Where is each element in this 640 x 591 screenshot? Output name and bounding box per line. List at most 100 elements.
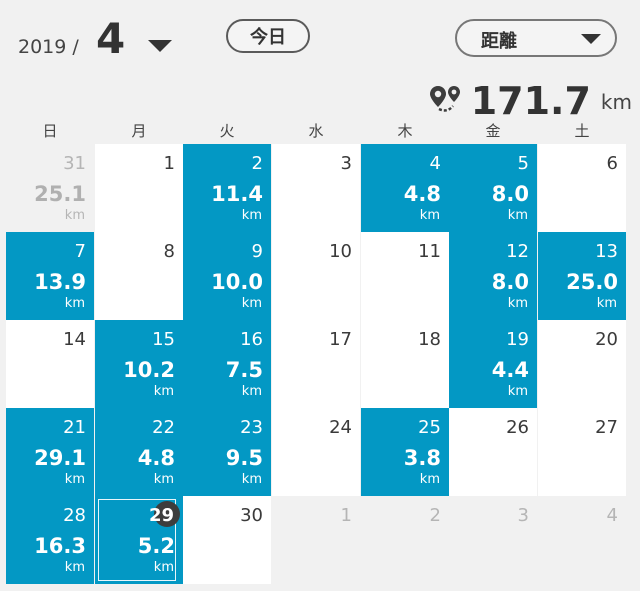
calendar-day-cell[interactable]: 3: [272, 144, 360, 232]
day-distance: 10.2: [123, 358, 175, 382]
day-number: 4: [606, 505, 618, 526]
calendar-day-cell[interactable]: 17: [272, 320, 360, 408]
calendar-day-cell[interactable]: 4 4.8 km: [361, 144, 449, 232]
month-dropdown-icon[interactable]: [148, 40, 172, 52]
calendar-day-cell[interactable]: 18: [361, 320, 449, 408]
weekday-label: 水: [308, 122, 324, 140]
metric-select-value: 距離: [481, 31, 517, 52]
calendar-day-cell[interactable]: 1: [272, 496, 360, 584]
calendar-day-cell[interactable]: 3: [449, 496, 537, 584]
month-label[interactable]: 4: [96, 14, 126, 63]
calendar-day-cell[interactable]: 26: [449, 408, 537, 496]
calendar-day-cell-today[interactable]: 29 5.2 km: [95, 496, 183, 584]
calendar-day-cell[interactable]: 15 10.2 km: [95, 320, 183, 408]
calendar-day-cell[interactable]: 8: [95, 232, 183, 320]
day-distance-unit: km: [241, 472, 262, 487]
day-distance-unit: km: [596, 296, 617, 311]
day-number: 1: [340, 505, 352, 526]
day-number: 12: [506, 241, 529, 262]
calendar-day-cell[interactable]: 9 10.0 km: [183, 232, 271, 320]
calendar-day-cell[interactable]: 14: [6, 320, 94, 408]
day-number: 13: [595, 241, 618, 262]
calendar-day-cell[interactable]: 13 25.0 km: [538, 232, 626, 320]
calendar-day-cell[interactable]: 7 13.9 km: [6, 232, 94, 320]
calendar-day-cell[interactable]: 19 4.4 km: [449, 320, 537, 408]
calendar-day-cell[interactable]: 25 3.8 km: [361, 408, 449, 496]
calendar-day-cell[interactable]: 23 9.5 km: [183, 408, 271, 496]
day-distance-unit: km: [507, 384, 528, 399]
day-distance: 5.2: [137, 534, 175, 558]
calendar-day-cell[interactable]: 30: [183, 496, 271, 584]
day-distance: 8.0: [491, 270, 529, 294]
chevron-down-icon: [581, 34, 601, 44]
total-distance-value: 171.7: [470, 79, 591, 123]
day-distance: 8.0: [491, 182, 529, 206]
weekday-label: 火: [219, 122, 235, 140]
calendar-day-cell[interactable]: 21 29.1 km: [6, 408, 94, 496]
day-number: 3: [340, 153, 352, 174]
day-number: 28: [63, 505, 86, 526]
calendar-day-cell[interactable]: 4: [538, 496, 626, 584]
calendar-day-cell[interactable]: 2: [361, 496, 449, 584]
day-distance-unit: km: [507, 296, 528, 311]
weekday-label: 月: [131, 122, 147, 140]
day-number: 4: [429, 153, 441, 174]
calendar-day-cell[interactable]: 24: [272, 408, 360, 496]
calendar-day-cell[interactable]: 16 7.5 km: [183, 320, 271, 408]
day-distance-unit: km: [419, 208, 440, 223]
calendar-day-cell[interactable]: 12 8.0 km: [449, 232, 537, 320]
day-distance: 7.5: [225, 358, 263, 382]
day-distance-unit: km: [64, 296, 85, 311]
calendar-day-cell[interactable]: 22 4.8 km: [95, 408, 183, 496]
day-distance-unit: km: [64, 208, 85, 223]
day-number: 3: [517, 505, 529, 526]
weekday-header: 日月火水木金土: [0, 118, 640, 144]
day-distance: 4.8: [403, 182, 441, 206]
weekday-label: 日: [42, 122, 58, 140]
total-distance: 171.7 km: [429, 78, 632, 122]
day-number: 7: [74, 241, 86, 262]
today-outline: [98, 499, 176, 581]
calendar-day-cell[interactable]: 11: [361, 232, 449, 320]
calendar-day-cell[interactable]: 6: [538, 144, 626, 232]
calendar-day-cell[interactable]: 27: [538, 408, 626, 496]
day-distance-unit: km: [507, 208, 528, 223]
calendar-day-cell[interactable]: 28 16.3 km: [6, 496, 94, 584]
day-distance-unit: km: [153, 472, 174, 487]
day-number: 2: [429, 505, 441, 526]
day-number: 29: [148, 505, 174, 526]
calendar-day-cell[interactable]: 1: [95, 144, 183, 232]
day-number: 10: [329, 241, 352, 262]
calendar-day-cell[interactable]: 5 8.0 km: [449, 144, 537, 232]
calendar-day-cell[interactable]: 10: [272, 232, 360, 320]
day-number: 2: [251, 153, 263, 174]
route-icon: [429, 86, 460, 112]
day-number: 8: [163, 241, 175, 262]
day-number: 26: [506, 417, 529, 438]
day-number: 25: [418, 417, 441, 438]
day-distance: 13.9: [34, 270, 86, 294]
day-number: 27: [595, 417, 618, 438]
day-number: 6: [606, 153, 618, 174]
day-distance-unit: km: [153, 560, 174, 575]
day-distance: 29.1: [34, 446, 86, 470]
day-number: 20: [595, 329, 618, 350]
day-distance: 25.1: [34, 182, 86, 206]
weekday-label: 土: [574, 122, 590, 140]
today-button[interactable]: 今日: [226, 19, 310, 53]
weekday-label: 金: [485, 122, 501, 140]
day-number: 23: [240, 417, 263, 438]
day-distance-unit: km: [241, 384, 262, 399]
calendar-day-cell[interactable]: 20: [538, 320, 626, 408]
day-distance: 16.3: [34, 534, 86, 558]
day-number: 18: [418, 329, 441, 350]
metric-select[interactable]: 距離: [455, 19, 617, 57]
day-distance-unit: km: [241, 296, 262, 311]
day-number: 11: [418, 241, 441, 262]
calendar-day-cell[interactable]: 31 25.1 km: [6, 144, 94, 232]
calendar-header: 2019 / 4 今日 距離: [0, 0, 640, 78]
total-distance-unit: km: [600, 90, 632, 114]
calendar-day-cell[interactable]: 2 11.4 km: [183, 144, 271, 232]
day-distance-unit: km: [153, 384, 174, 399]
day-distance-unit: km: [241, 208, 262, 223]
